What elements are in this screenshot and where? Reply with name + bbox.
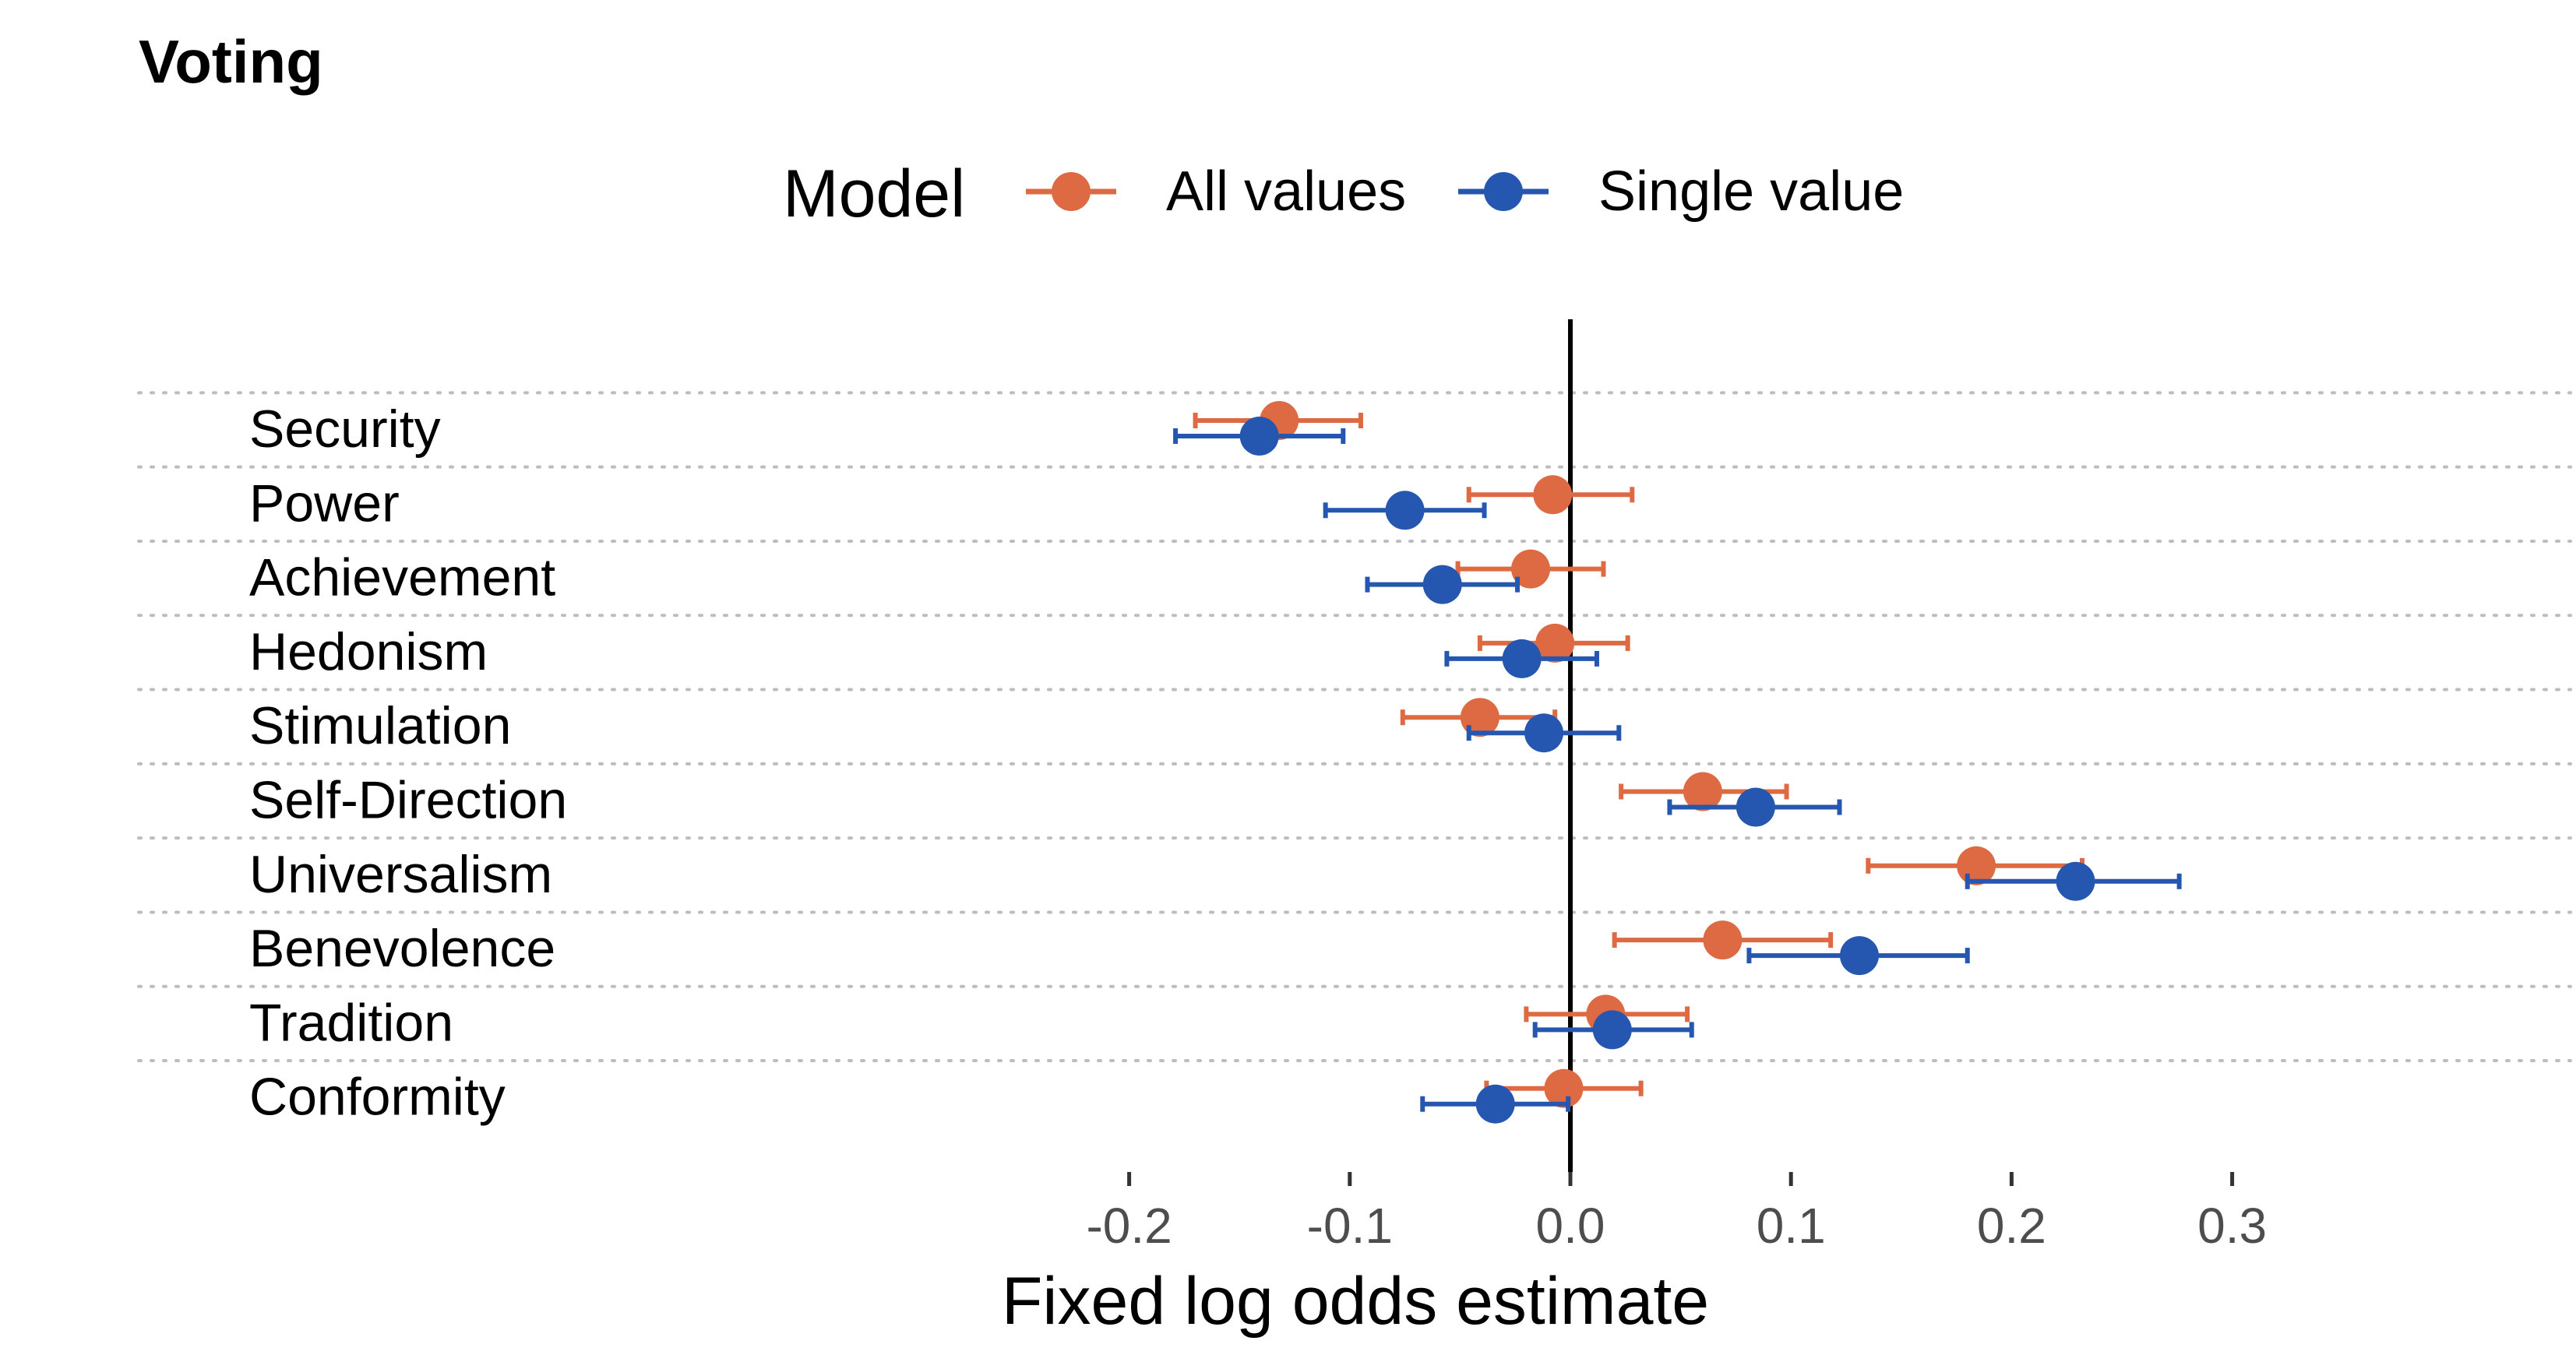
- legend-label: Single value: [1598, 160, 1904, 223]
- category-label-conformity: Conformity: [249, 1068, 506, 1127]
- category-label-benevolence: Benevolence: [249, 919, 555, 978]
- mark-single-value-benevolence: [1746, 936, 1970, 976]
- legend-title: Model: [783, 157, 965, 231]
- category-label-stimulation: Stimulation: [249, 696, 511, 755]
- point-estimate: [2056, 861, 2095, 901]
- category-label-self-direction: Self-Direction: [249, 771, 567, 830]
- point-estimate: [1524, 713, 1564, 753]
- legend-key-point: [1484, 172, 1523, 211]
- category-label-security: Security: [249, 399, 441, 459]
- point-estimate: [1502, 639, 1542, 678]
- point-estimate: [1736, 787, 1775, 827]
- category-label-hedonism: Hedonism: [249, 622, 488, 681]
- x-axis: -0.2 -0.1 0.0 0.1 0.2 0.3: [1086, 1172, 2267, 1254]
- x-tick-label: 0.0: [1536, 1198, 1605, 1254]
- legend-label: All values: [1166, 160, 1406, 223]
- mark-single-value-conformity: [1420, 1084, 1571, 1124]
- mark-single-value-achievement: [1365, 565, 1521, 604]
- point-estimate: [1535, 623, 1575, 663]
- point-estimate: [1511, 549, 1551, 589]
- chart-title: Voting: [139, 27, 323, 96]
- category-label-tradition: Tradition: [249, 993, 453, 1052]
- point-estimate: [1533, 475, 1573, 515]
- mark-all-values-security: [1193, 401, 1363, 440]
- x-tick-label: 0.3: [2197, 1198, 2267, 1254]
- x-tick-label: 0.2: [1977, 1198, 2046, 1254]
- mark-all-values-benevolence: [1612, 920, 1834, 960]
- legend: Model All values Single value: [783, 157, 1904, 231]
- category-label-achievement: Achievement: [249, 548, 555, 607]
- mark-all-values-hedonism: [1477, 623, 1630, 663]
- point-estimate: [1422, 565, 1462, 604]
- x-tick-label: 0.1: [1757, 1198, 1826, 1254]
- point-estimate: [1385, 491, 1425, 530]
- mark-single-value-self-direction: [1667, 787, 1842, 827]
- point-estimate: [1839, 936, 1879, 976]
- mark-single-value-hedonism: [1444, 639, 1599, 678]
- data-marks: [1173, 401, 2182, 1124]
- x-axis-title: Fixed log odds estimate: [1002, 1264, 1709, 1339]
- x-tick-label: -0.1: [1307, 1198, 1393, 1254]
- legend-entry-all-values: All values: [1026, 160, 1406, 223]
- category-labels: Security Power Achievement Hedonism Stimulat…: [249, 399, 567, 1127]
- mark-single-value-universalism: [1965, 861, 2182, 901]
- category-label-universalism: Universalism: [249, 845, 552, 904]
- legend-key-point: [1052, 172, 1091, 211]
- legend-entry-single-value: Single value: [1458, 160, 1904, 223]
- point-estimate: [1683, 772, 1722, 811]
- point-estimate: [1592, 1010, 1632, 1050]
- point-estimate: [1475, 1084, 1515, 1124]
- point-estimate: [1703, 920, 1743, 960]
- mark-all-values-power: [1466, 475, 1635, 515]
- mark-single-value-security: [1173, 417, 1346, 456]
- point-estimate: [1544, 1068, 1584, 1108]
- mark-single-value-tradition: [1532, 1010, 1694, 1050]
- category-label-power: Power: [249, 473, 400, 533]
- mark-single-value-stimulation: [1466, 713, 1622, 753]
- point-estimate: [1239, 417, 1279, 456]
- x-tick-label: -0.2: [1086, 1198, 1172, 1254]
- mark-single-value-power: [1323, 491, 1487, 530]
